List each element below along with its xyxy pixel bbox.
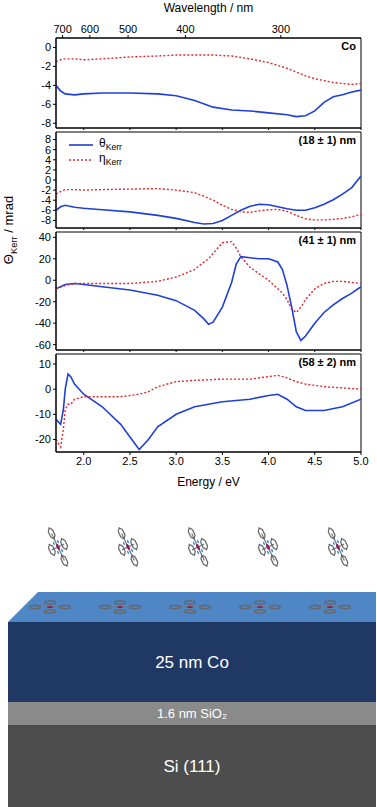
svg-text:2: 2 <box>44 163 51 176</box>
svg-text:0: 0 <box>45 41 51 53</box>
html-text:/ mrad: / mrad <box>1 195 16 237</box>
html-text:Energy / eV: Energy / eV <box>177 475 240 489</box>
svg-text:-10: -10 <box>35 408 51 420</box>
svg-text:25 nm Co: 25 nm Co <box>155 653 229 672</box>
html-text:θKerr: θKerr <box>99 136 122 153</box>
svg-text:-20: -20 <box>35 296 51 308</box>
svg-text:4.0: 4.0 <box>261 455 276 467</box>
svg-text:400: 400 <box>176 23 194 35</box>
svg-text:4.5: 4.5 <box>307 455 322 467</box>
svg-text:40: 40 <box>39 231 51 243</box>
svg-text:3.0: 3.0 <box>169 455 184 467</box>
svg-text:4: 4 <box>44 153 51 166</box>
svg-text:5.0: 5.0 <box>353 455 368 467</box>
svg-text:2.5: 2.5 <box>122 455 137 467</box>
svg-text:Si (111): Si (111) <box>163 757 220 776</box>
svg-text:-8: -8 <box>41 117 51 129</box>
svg-text:300: 300 <box>272 23 290 35</box>
svg-text:-2: -2 <box>41 184 51 196</box>
html-text:Kerr: Kerr <box>8 236 19 254</box>
html-text:(58 ± 2) nm: (58 ± 2) nm <box>298 356 356 368</box>
svg-text:-4: -4 <box>41 194 51 207</box>
svg-text:1.6 nm SiO₂: 1.6 nm SiO₂ <box>157 706 227 721</box>
html-text:ηKerr: ηKerr <box>99 151 122 168</box>
svg-text:10: 10 <box>39 358 51 370</box>
svg-text:20: 20 <box>39 253 51 265</box>
svg-text:-4: -4 <box>41 79 51 91</box>
svg-text:0: 0 <box>44 173 51 186</box>
svg-text:600: 600 <box>81 23 99 35</box>
svg-text:-6: -6 <box>41 204 51 217</box>
svg-text:-6: -6 <box>41 98 51 110</box>
svg-text:-20: -20 <box>35 433 51 445</box>
html-text:Wavelength / nm: Wavelength / nm <box>163 1 254 15</box>
svg-text:-60: -60 <box>35 339 51 351</box>
svg-text:2.0: 2.0 <box>76 455 91 467</box>
html-text:(18 ± 1) nm: (18 ± 1) nm <box>298 134 356 146</box>
svg-text:3.5: 3.5 <box>215 455 230 467</box>
svg-text:500: 500 <box>119 23 137 35</box>
svg-text:-2: -2 <box>41 60 51 72</box>
svg-text:-40: -40 <box>35 317 51 329</box>
svg-text:700: 700 <box>53 23 71 35</box>
svg-text:0: 0 <box>45 383 51 395</box>
svg-text:6: 6 <box>44 143 51 156</box>
svg-text:-8: -8 <box>41 214 51 227</box>
svg-text:8: 8 <box>45 133 51 145</box>
svg-text:0: 0 <box>45 274 51 286</box>
html-text:Θ: Θ <box>1 254 16 265</box>
html-text:(41 ± 1) nm: (41 ± 1) nm <box>298 234 356 246</box>
html-text:Co: Co <box>341 40 356 52</box>
